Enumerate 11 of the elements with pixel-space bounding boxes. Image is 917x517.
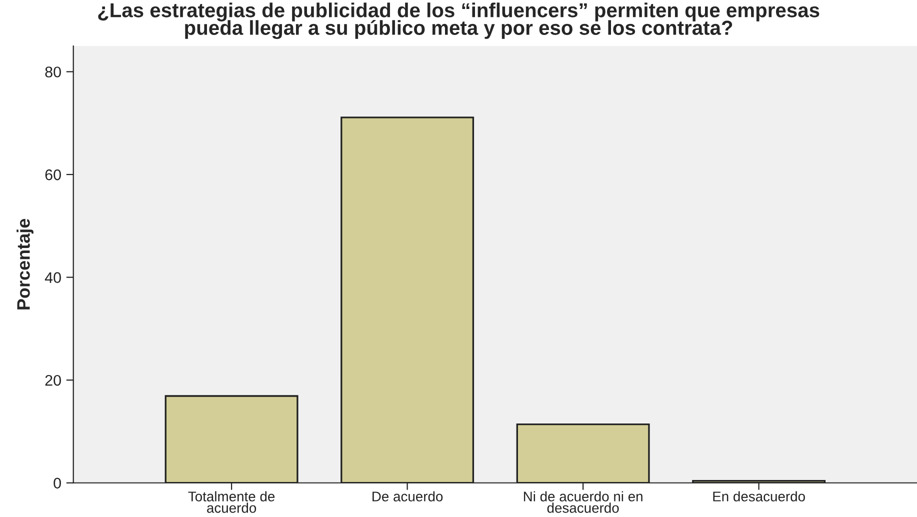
y-tick-label: 0 bbox=[54, 478, 61, 489]
x-tick-label: Ni de acuerdo ni en desacuerdo bbox=[524, 491, 642, 513]
y-tick-label: 80 bbox=[45, 66, 61, 78]
y-tick-label: 60 bbox=[45, 169, 61, 180]
y-tick-label: 40 bbox=[44, 272, 61, 283]
x-tick-label: De acuerdo bbox=[372, 491, 443, 502]
chart-title: ¿Las estrategias de publicidad de los “influencers” permiten que empresas pueda llegar a su público meta y por eso se los contrata? bbox=[98, 2, 820, 40]
x-tick-label: Totalmente de acuerdo bbox=[188, 491, 275, 513]
x-tick-label: En desacuerdo bbox=[713, 491, 805, 502]
y-tick-label: 20 bbox=[45, 374, 61, 386]
y-axis-title: Porcentaje bbox=[16, 218, 34, 310]
